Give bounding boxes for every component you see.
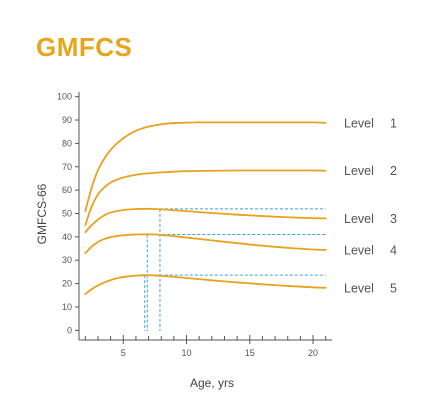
- y-tick-label: 40: [62, 232, 72, 242]
- level-label-word: Level: [344, 243, 374, 257]
- level-label-number: 5: [390, 281, 397, 295]
- y-tick-label: 20: [62, 279, 72, 289]
- chart-axes: [78, 92, 332, 341]
- y-tick-label: 60: [62, 185, 72, 195]
- level-label-word: Level: [344, 116, 374, 130]
- series-line-level-4: [84, 233, 327, 255]
- level-label-number: 4: [390, 243, 397, 257]
- series-line-level-5: [84, 274, 327, 296]
- y-tick-label: 10: [62, 302, 72, 312]
- y-tick-label: 0: [67, 325, 72, 335]
- y-tick-label: 100: [57, 92, 72, 102]
- series-line-level-3: [84, 207, 327, 234]
- x-tick-label: 20: [308, 348, 318, 358]
- x-axis-ticks: 5 10 15 20: [84, 335, 327, 358]
- x-axis-title: Age, yrs: [190, 376, 234, 390]
- series-line-level-1: [84, 121, 327, 213]
- level-label-word: Level: [344, 212, 374, 226]
- reference-lines: [144, 208, 326, 331]
- level-label-number: 1: [390, 116, 397, 130]
- level-label-word: Level: [344, 164, 374, 178]
- level-labels: Level 1 Level 2 Level 3 Level 4 Level 5: [344, 116, 397, 295]
- x-tick-label: 10: [182, 348, 192, 358]
- y-tick-label: 80: [62, 138, 72, 148]
- y-tick-label: 90: [62, 115, 72, 125]
- x-tick-label: 5: [121, 348, 126, 358]
- series-line-level-2: [84, 169, 327, 227]
- page-title: GMFCS: [36, 32, 133, 62]
- level-label-number: 2: [390, 164, 397, 178]
- y-tick-label: 70: [62, 162, 72, 172]
- y-tick-label: 50: [62, 209, 72, 219]
- level-label-number: 3: [390, 212, 397, 226]
- y-axis-ticks: 0 10 20 30 40 50 60 70 80 90 100: [57, 92, 79, 335]
- series-lines: [84, 121, 327, 296]
- level-label-word: Level: [344, 281, 374, 295]
- x-tick-label: 15: [245, 348, 255, 358]
- y-tick-label: 30: [62, 255, 72, 265]
- y-axis-title: GMFCS-66: [35, 183, 49, 244]
